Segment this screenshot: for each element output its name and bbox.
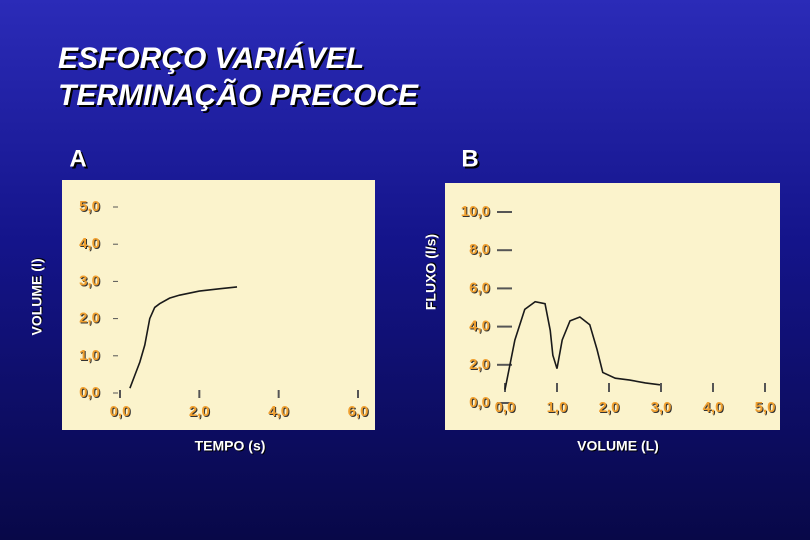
slide-title: ESFORÇO VARIÁVEL [58,41,364,75]
x-tick-label: 5,0 [755,399,776,416]
slide-title: TERMINAÇÃO PRECOCE [58,78,419,112]
x-tick-label: 2,0 [189,403,210,420]
y-tick-label: 2,0 [79,310,100,327]
y-axis-label: VOLUME (l) [29,259,45,336]
x-tick-label: 6,0 [348,403,369,420]
y-tick-label: 0,0 [469,394,490,411]
y-axis-label: FLUXO (l/s) [423,234,439,310]
y-tick-label: 1,0 [79,347,100,364]
y-tick-label: 5,0 [79,198,100,215]
x-axis-label: VOLUME (L) [577,438,659,454]
y-tick-label: 8,0 [469,241,490,258]
data-line [129,286,238,389]
x-tick-label: 0,0 [110,403,131,420]
data-line [504,300,661,390]
panel-b [445,183,780,430]
y-tick-label: 3,0 [79,272,100,289]
x-tick-label: 4,0 [268,403,289,420]
y-tick-label: 4,0 [469,318,490,335]
y-tick-label: 2,0 [469,356,490,373]
x-axis-label: TEMPO (s) [195,438,266,454]
panel-label: A [69,145,86,172]
y-tick-label: 4,0 [79,235,100,252]
x-tick-label: 4,0 [703,399,724,416]
y-tick-label: 10,0 [461,203,490,220]
x-tick-label: 2,0 [599,399,620,416]
panel-a [62,180,375,430]
x-tick-label: 0,0 [495,399,516,416]
x-tick-label: 1,0 [547,399,568,416]
panel-label: B [461,145,478,172]
y-tick-label: 6,0 [469,279,490,296]
x-tick-label: 3,0 [651,399,672,416]
y-tick-label: 0,0 [79,384,100,401]
